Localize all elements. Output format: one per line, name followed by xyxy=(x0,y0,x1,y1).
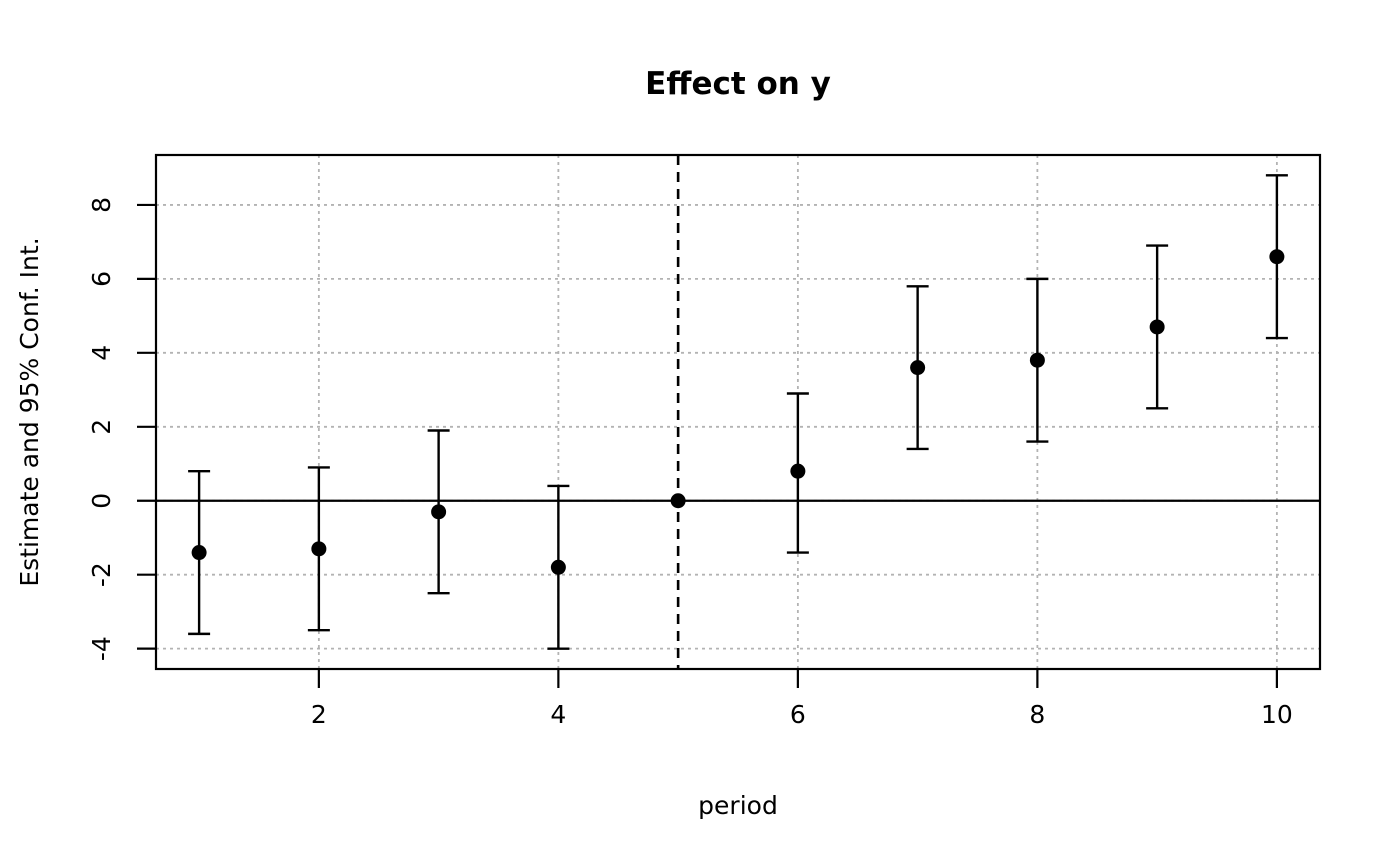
y-tick-label: 4 xyxy=(87,345,116,361)
data-point xyxy=(790,463,806,479)
y-axis-label: Estimate and 95% Conf. Int. xyxy=(15,237,44,586)
y-tick-label: 0 xyxy=(87,493,116,509)
x-tick-label: 4 xyxy=(550,700,566,729)
y-tick-label: 6 xyxy=(87,271,116,287)
y-tick-label: 8 xyxy=(87,197,116,213)
chart-title: Effect on y xyxy=(645,66,831,102)
y-tick-label: -4 xyxy=(87,636,116,661)
y-tick-label: -2 xyxy=(87,562,116,587)
data-point xyxy=(1269,249,1285,265)
chart-layers: 2 4 6 8 10 -4 -2 0 2 4 6 8 xyxy=(87,153,1322,729)
plot-border xyxy=(154,153,1322,671)
data-point xyxy=(910,360,926,376)
data-point xyxy=(670,493,686,509)
data-point xyxy=(311,541,327,557)
data-point xyxy=(550,559,566,575)
data-point xyxy=(1149,319,1165,335)
x-tick-label: 8 xyxy=(1029,700,1045,729)
data-point xyxy=(191,545,207,561)
x-tick-label: 10 xyxy=(1261,700,1293,729)
x-tick-label: 2 xyxy=(311,700,327,729)
y-tick-label: 2 xyxy=(87,419,116,435)
data-point xyxy=(1029,352,1045,368)
x-tick-label: 6 xyxy=(790,700,806,729)
data-point xyxy=(431,504,447,520)
x-axis-label: period xyxy=(698,791,778,820)
